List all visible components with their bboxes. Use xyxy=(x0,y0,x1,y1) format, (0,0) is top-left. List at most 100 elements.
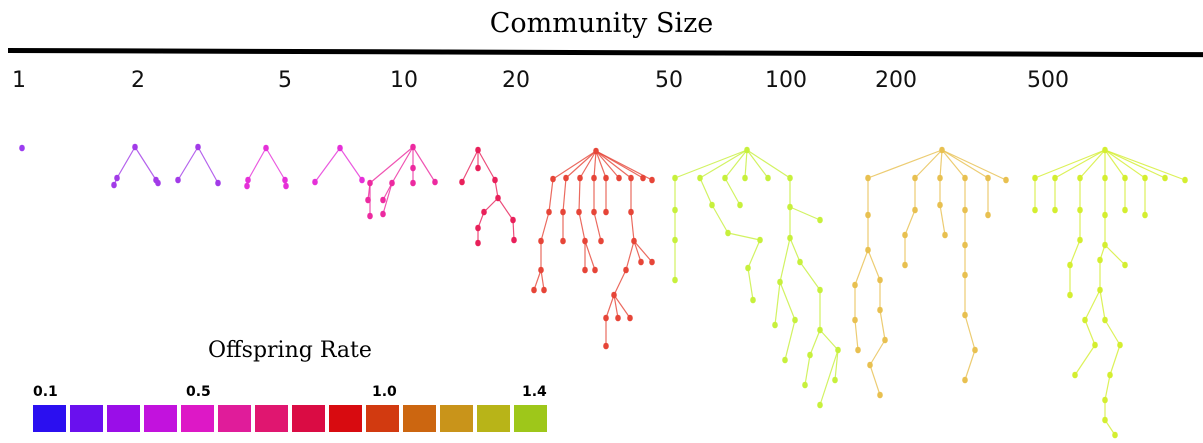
tree-200 xyxy=(852,146,1009,399)
tree-node xyxy=(902,261,908,269)
tree-node xyxy=(672,276,678,284)
tree-edge xyxy=(116,146,136,179)
tree-node xyxy=(1102,396,1108,404)
tree-node xyxy=(640,174,646,182)
tree-edge xyxy=(177,146,199,181)
tree-node xyxy=(359,176,365,184)
tree-node xyxy=(817,286,823,294)
tree-node xyxy=(882,336,888,344)
tree-node xyxy=(114,174,120,182)
tree-node xyxy=(638,258,644,266)
tree-edge xyxy=(461,149,479,183)
tree-node xyxy=(560,237,566,245)
legend-swatch xyxy=(292,405,325,432)
tree-node xyxy=(817,401,823,409)
size-label-1: 1 xyxy=(12,68,26,93)
tree-edge xyxy=(747,267,754,301)
size-label-200: 200 xyxy=(875,68,917,93)
tree-node xyxy=(1102,316,1108,324)
tree-edge xyxy=(593,211,602,242)
tree-edge xyxy=(247,147,267,181)
tree-edge xyxy=(747,239,761,269)
tree-node xyxy=(593,147,599,155)
tree-node xyxy=(1102,174,1108,182)
tree-node xyxy=(1182,176,1188,184)
tree-edge xyxy=(134,146,159,184)
tree-node xyxy=(902,231,908,239)
tree-node xyxy=(623,266,629,274)
tree-edge xyxy=(593,150,597,179)
tree-edge xyxy=(941,149,966,179)
tree-node xyxy=(792,316,798,324)
tree-node xyxy=(802,381,808,389)
tree-node xyxy=(132,143,138,151)
tree-edge xyxy=(711,204,729,234)
tree-node xyxy=(962,311,968,319)
tree-node xyxy=(410,143,416,151)
tree-node xyxy=(495,194,501,202)
tree-node xyxy=(563,174,569,182)
tree-edge xyxy=(548,178,554,213)
tree-node xyxy=(742,174,748,182)
tree-node xyxy=(153,176,159,184)
tree-edge xyxy=(724,177,741,206)
tree-edge xyxy=(1104,149,1186,181)
tree-node xyxy=(1142,211,1148,219)
tree-edge xyxy=(1104,149,1166,179)
tree-node xyxy=(365,196,371,204)
tree-node xyxy=(1102,241,1108,249)
tree-node xyxy=(855,346,861,354)
tree-node xyxy=(797,258,803,266)
tree-edge xyxy=(540,269,545,291)
tree-100 xyxy=(672,146,841,409)
tree-node xyxy=(591,174,597,182)
tree-node xyxy=(937,174,943,182)
tree-edge xyxy=(869,339,886,366)
tree-node xyxy=(410,179,416,187)
tree-node xyxy=(942,231,948,239)
tree-node xyxy=(432,178,438,186)
tree-edge xyxy=(674,149,748,179)
tree-node xyxy=(616,174,622,182)
tree-edge xyxy=(613,294,631,319)
tree-node xyxy=(1107,371,1113,379)
tree-node xyxy=(877,276,883,284)
tree-node xyxy=(722,174,728,182)
tree-node xyxy=(19,144,25,152)
tree-edge xyxy=(565,150,597,179)
tree-edge xyxy=(1084,289,1101,321)
tree-node xyxy=(1122,261,1128,269)
tree-edge xyxy=(779,237,791,283)
tree-edge xyxy=(727,232,761,241)
tree-edge xyxy=(595,150,620,179)
tree-node xyxy=(492,176,498,184)
tree-node xyxy=(582,266,588,274)
tree-node xyxy=(481,208,487,216)
tree-node xyxy=(649,176,655,184)
tree-edge xyxy=(699,149,748,179)
tree-node xyxy=(1067,291,1073,299)
tree-node xyxy=(817,326,823,334)
tree-node xyxy=(697,174,703,182)
tree-node xyxy=(1092,341,1098,349)
legend-tick-0-1: 0.1 xyxy=(33,384,58,400)
tree-node xyxy=(510,216,516,224)
tree-edge xyxy=(314,147,341,183)
tree-node xyxy=(835,346,841,354)
tree-node xyxy=(985,211,991,219)
tree-node xyxy=(672,174,678,182)
tree-node xyxy=(782,356,788,364)
tree-edge xyxy=(941,149,989,179)
tree-edge xyxy=(1104,149,1126,179)
tree-node xyxy=(598,237,604,245)
tree-node xyxy=(1077,174,1083,182)
tree-node xyxy=(380,210,386,218)
tree-node xyxy=(1097,256,1103,264)
tree-node xyxy=(832,376,838,384)
tree-node xyxy=(725,229,731,237)
tree-node xyxy=(737,201,743,209)
tree-edge xyxy=(1104,244,1126,266)
tree-edge xyxy=(625,240,635,271)
tree-node xyxy=(1102,211,1108,219)
